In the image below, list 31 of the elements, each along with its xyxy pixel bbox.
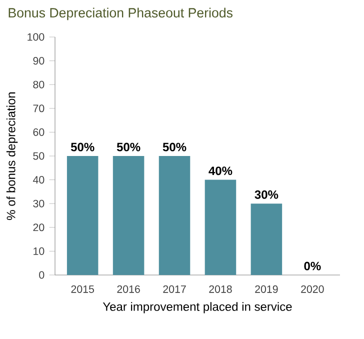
data-label: 0% bbox=[304, 262, 321, 270]
bar bbox=[112, 156, 144, 275]
x-axis-title: Year improvement placed in service bbox=[102, 302, 292, 314]
y-tick-label: 0 bbox=[39, 271, 44, 279]
x-tick-label: 2016 bbox=[117, 285, 140, 293]
y-tick-label: 60 bbox=[33, 128, 44, 136]
y-tick-label: 90 bbox=[33, 57, 44, 65]
y-tick-label: 10 bbox=[34, 247, 44, 255]
y-tick-label: 50 bbox=[33, 152, 44, 160]
bar bbox=[66, 156, 98, 275]
x-tick-label: 2019 bbox=[255, 285, 278, 293]
x-tick-label: 2017 bbox=[163, 285, 186, 293]
y-tick-label: 100 bbox=[28, 33, 44, 41]
data-label: 50% bbox=[70, 142, 94, 152]
x-tick-label: 2015 bbox=[71, 285, 94, 293]
x-tick-label: 2018 bbox=[209, 285, 232, 293]
y-tick-label: 80 bbox=[33, 80, 44, 88]
bar bbox=[158, 156, 190, 275]
y-axis-title: % of bonus depreciation bbox=[6, 92, 18, 220]
data-label: 30% bbox=[254, 190, 278, 199]
data-label: 50% bbox=[116, 142, 140, 152]
bar bbox=[250, 204, 282, 275]
chart-title: Bonus Depreciation Phaseout Periods bbox=[8, 8, 233, 20]
y-tick-label: 40 bbox=[32, 176, 44, 184]
data-label: 50% bbox=[162, 142, 186, 152]
y-tick-label: 30 bbox=[33, 200, 44, 208]
y-tick-label: 20 bbox=[33, 224, 44, 232]
y-tick-label: 70 bbox=[33, 104, 44, 112]
bar bbox=[204, 180, 236, 275]
data-label: 40% bbox=[208, 166, 232, 176]
x-tick-label: 2020 bbox=[301, 285, 324, 293]
